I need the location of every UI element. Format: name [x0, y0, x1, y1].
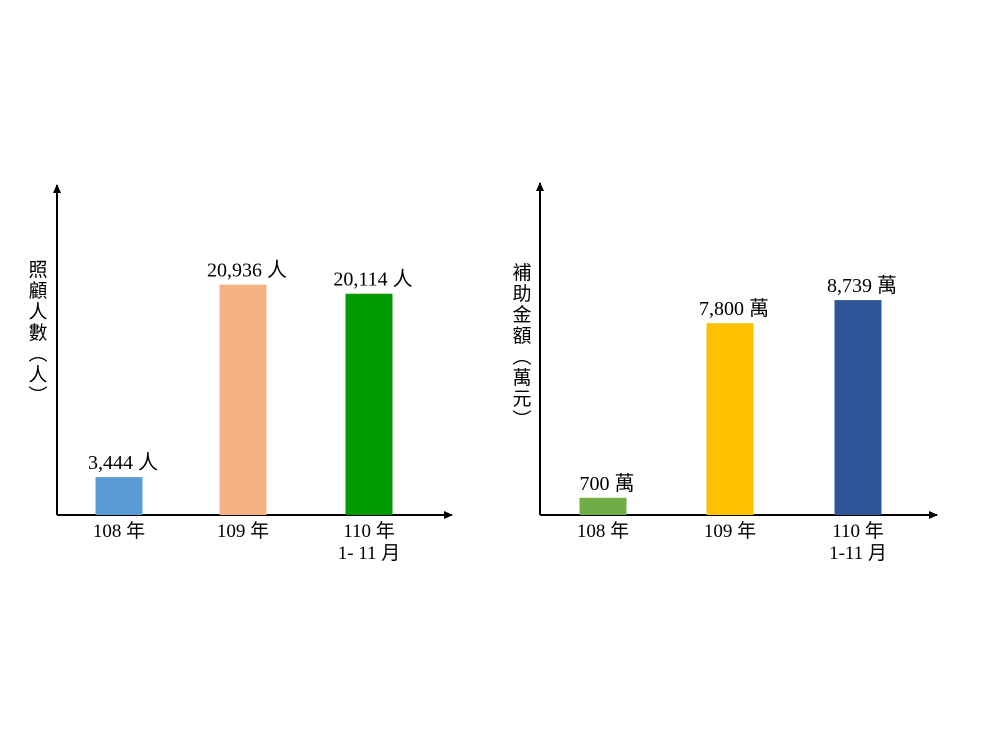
y-axis-label: 補助金額︵萬元︶ — [512, 262, 531, 431]
bar-value-label: 3,444 人 — [88, 451, 158, 474]
bar-value-label: 20,936 人 — [207, 259, 287, 282]
bar — [579, 497, 627, 515]
category-label: 109 年 — [704, 520, 756, 542]
bar-value-label: 20,114 人 — [333, 268, 412, 291]
category-label: 110 年 1-11 月 — [829, 520, 887, 564]
bar — [345, 293, 393, 515]
bar — [219, 284, 267, 515]
bar-value-label: 7,800 萬 — [699, 297, 769, 320]
category-label: 108 年 — [577, 520, 629, 542]
subsidy-amount-chart: 補助金額︵萬元︶ 700 萬 108 年 7,800 萬 109 年 8,739 萬 110… — [512, 182, 938, 564]
care-people-chart: 照顧人數︵人︶ 3,444 人 108 年 20,936 人 109 年 20,114 人… — [28, 184, 453, 564]
y-axis-label: 照顧人數︵人︶ — [28, 260, 47, 407]
category-label: 109 年 — [217, 520, 269, 542]
bar — [706, 323, 754, 515]
category-label: 108 年 — [93, 520, 145, 542]
category-label: 110 年 1- 11 月 — [338, 520, 401, 564]
bar — [834, 300, 882, 515]
bar-value-label: 8,739 萬 — [827, 274, 897, 297]
bar — [95, 477, 143, 515]
bar-value-label: 700 萬 — [580, 472, 635, 495]
